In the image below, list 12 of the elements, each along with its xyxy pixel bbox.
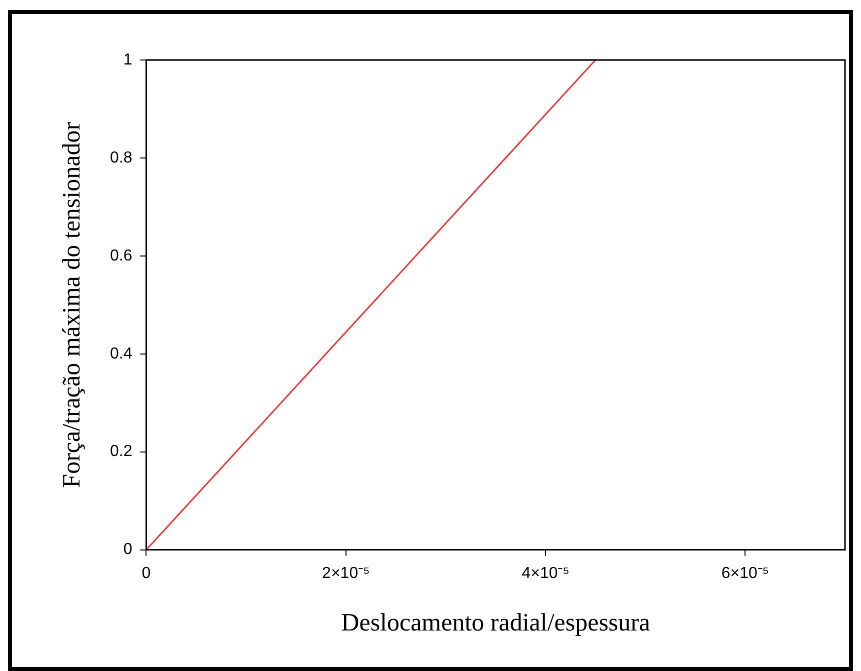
x-tick-label: 6×10⁻⁵ xyxy=(721,564,770,582)
x-tick-label: 4×10⁻⁵ xyxy=(522,564,570,582)
y-tick-label: 1 xyxy=(123,51,132,68)
x-tick-label: 2×10⁻⁵ xyxy=(322,564,370,582)
y-tick-label: 0.8 xyxy=(110,149,132,166)
x-tick-label: 0 xyxy=(142,564,151,582)
y-tick-label: 0 xyxy=(123,541,132,558)
y-axis-title: Força/tração máxima do tensionador xyxy=(58,121,86,488)
y-tick-label: 0.4 xyxy=(110,345,132,362)
y-tick-label: 0.6 xyxy=(110,247,132,264)
y-tick-label: 0.2 xyxy=(110,443,132,460)
x-axis-title: Deslocamento radial/espessura xyxy=(341,610,650,637)
